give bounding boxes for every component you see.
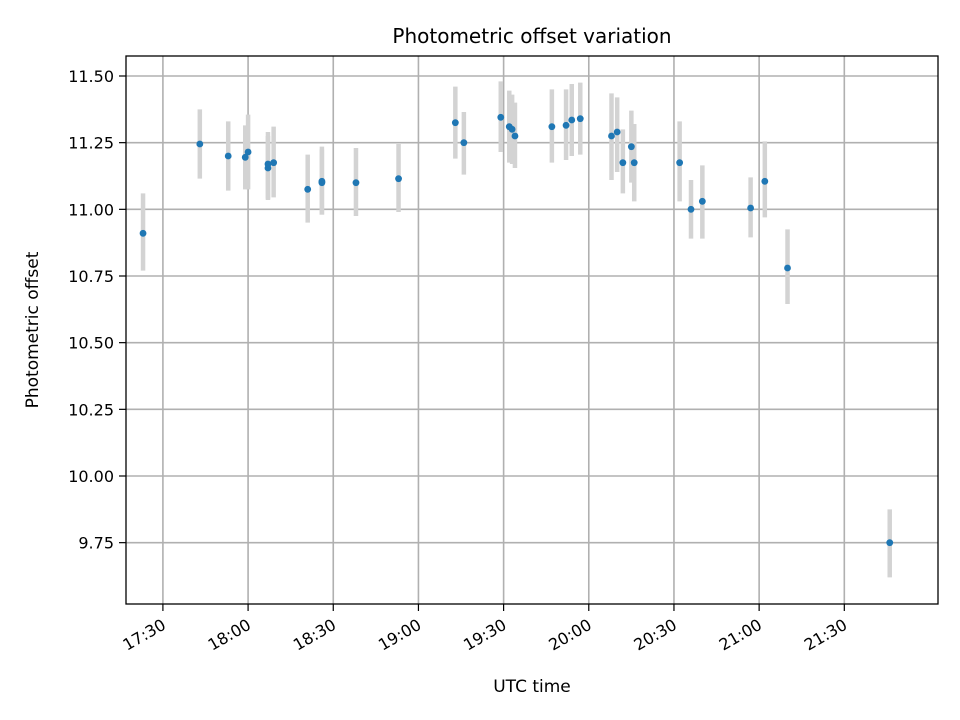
data-point	[784, 264, 791, 272]
data-point	[460, 139, 468, 147]
data-point	[497, 113, 505, 121]
data-point	[687, 205, 695, 213]
y-tick-label: 11.50	[68, 67, 114, 86]
y-tick-label: 10.25	[68, 400, 114, 419]
data-point	[451, 119, 459, 127]
data-point	[630, 159, 638, 167]
y-tick-label: 9.75	[78, 534, 114, 553]
y-tick-label: 10.00	[68, 467, 114, 486]
data-point	[264, 160, 272, 168]
data-point	[511, 132, 519, 140]
data-point	[304, 185, 312, 193]
data-point	[318, 177, 326, 185]
data-point	[676, 159, 684, 167]
plot-frame	[125, 55, 939, 605]
data-point	[244, 148, 252, 156]
data-point	[562, 121, 570, 129]
y-tick-label: 11.00	[68, 200, 114, 219]
data-point	[508, 125, 516, 133]
x-axis-label: UTC time	[493, 677, 571, 697]
chart-title: Photometric offset variation	[392, 24, 671, 48]
data-point	[608, 132, 615, 140]
data-point	[613, 128, 621, 136]
y-tick-label: 10.50	[68, 334, 114, 353]
data-point	[619, 159, 627, 167]
y-axis-label: Photometric offset	[23, 251, 43, 408]
data-point	[196, 140, 204, 148]
data-point	[241, 153, 249, 161]
y-tick-label: 11.25	[68, 134, 114, 153]
data-point	[568, 116, 576, 124]
data-point	[548, 123, 556, 131]
data-point	[747, 204, 755, 212]
data-point	[576, 115, 584, 123]
point-layer	[139, 113, 894, 547]
data-point	[698, 197, 706, 205]
data-point	[352, 179, 360, 187]
grid-layer	[126, 56, 938, 604]
data-point	[395, 175, 402, 183]
data-point	[139, 229, 147, 237]
y-tick-label: 10.75	[68, 267, 114, 286]
data-point	[270, 159, 278, 167]
data-point	[224, 152, 232, 160]
data-point	[886, 539, 894, 547]
data-point	[761, 177, 769, 185]
data-point	[627, 143, 635, 151]
